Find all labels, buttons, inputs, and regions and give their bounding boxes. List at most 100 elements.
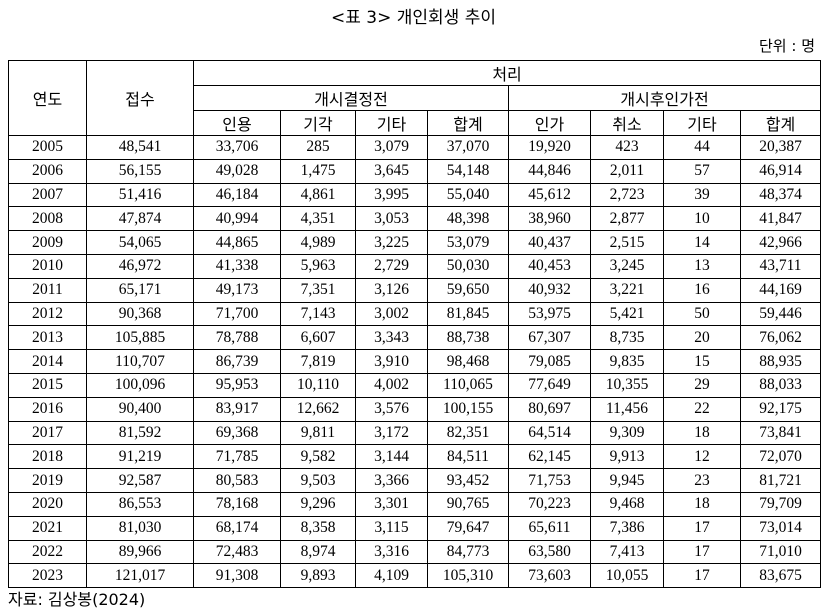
value-cell: 57	[663, 158, 741, 184]
value-cell: 8,735	[590, 325, 664, 351]
value-cell: 1,475	[280, 158, 356, 184]
data-row: 2021 81,030 68,174 8,358 3,115 79,647 65,611 7,…	[8, 515, 822, 541]
value-cell: 76,062	[739, 325, 822, 351]
value-cell: 44	[663, 135, 741, 160]
value-cell: 72,070	[739, 444, 822, 470]
value-cell: 20	[663, 325, 741, 351]
value-cell: 12,662	[280, 396, 356, 422]
value-cell: 89,966	[86, 539, 194, 565]
value-cell: 18	[663, 420, 741, 446]
value-cell: 65,611	[508, 515, 591, 541]
year-cell: 2012	[8, 301, 87, 327]
value-cell: 3,645	[355, 158, 428, 184]
value-cell: 7,386	[590, 515, 664, 541]
value-cell: 50	[663, 301, 741, 327]
value-cell: 37,070	[427, 135, 509, 160]
data-row: 2013 105,885 78,788 6,607 3,343 88,738 67,307 8…	[8, 325, 822, 351]
data-row: 2016 90,400 83,917 12,662 3,576 100,155 80,697…	[8, 396, 822, 422]
value-cell: 73,014	[739, 515, 822, 541]
value-cell: 17	[663, 563, 741, 589]
header-row: 연도 접수 처리	[8, 60, 822, 136]
data-row: 2019 92,587 80,583 9,503 3,366 93,452 71,753 9,…	[8, 468, 822, 493]
data-row: 2007 51,416 46,184 4,861 3,995 55,040 45,612 2,…	[8, 182, 822, 208]
value-cell: 46,184	[193, 182, 281, 208]
value-cell: 8,974	[280, 539, 356, 565]
value-cell: 40,453	[508, 253, 591, 279]
value-cell: 83,675	[739, 563, 822, 589]
header-cell: 기각	[280, 110, 356, 136]
value-cell: 2,515	[590, 230, 664, 255]
year-cell: 2008	[8, 206, 87, 232]
value-cell: 79,085	[508, 349, 591, 374]
value-cell: 59,446	[739, 301, 822, 327]
value-cell: 100,155	[427, 396, 509, 422]
value-cell: 3,221	[590, 277, 664, 303]
value-cell: 3,576	[355, 396, 428, 422]
value-cell: 10	[663, 206, 741, 232]
value-cell: 41,338	[193, 253, 281, 279]
value-cell: 3,995	[355, 182, 428, 208]
header-cell: 처리	[192, 60, 822, 86]
value-cell: 90,400	[86, 396, 194, 422]
value-cell: 16	[663, 277, 741, 303]
value-cell: 423	[590, 135, 664, 160]
value-cell: 53,975	[508, 301, 591, 327]
header-cell: 취소	[590, 110, 664, 136]
value-cell: 3,115	[355, 515, 428, 541]
value-cell: 82,351	[427, 420, 509, 446]
header-cell: 합계	[739, 110, 822, 136]
value-cell: 46,972	[86, 253, 194, 279]
value-cell: 10,055	[590, 563, 664, 589]
value-cell: 44,865	[193, 230, 281, 255]
value-cell: 70,223	[508, 491, 591, 517]
value-cell: 3,002	[355, 301, 428, 327]
table-body: 2005 48,541 33,706 285 3,079 37,070 19,920 423 4…	[8, 135, 822, 589]
year-cell: 2011	[8, 277, 87, 303]
value-cell: 13	[663, 253, 741, 279]
value-cell: 17	[663, 515, 741, 541]
data-row: 2012 90,368 71,700 7,143 3,002 81,845 53,975 5,…	[8, 301, 822, 327]
value-cell: 71,785	[193, 444, 281, 470]
value-cell: 10,110	[280, 372, 356, 398]
value-cell: 3,225	[355, 230, 428, 255]
value-cell: 49,028	[193, 158, 281, 184]
value-cell: 48,398	[427, 206, 509, 232]
value-cell: 59,650	[427, 277, 509, 303]
value-cell: 86,739	[193, 349, 281, 374]
value-cell: 3,172	[355, 420, 428, 446]
value-cell: 15	[663, 349, 741, 374]
header-cell: 기타	[355, 110, 428, 136]
value-cell: 9,503	[280, 468, 356, 493]
value-cell: 45,612	[508, 182, 591, 208]
year-cell: 2015	[8, 372, 87, 398]
value-cell: 9,811	[280, 420, 356, 446]
value-cell: 121,017	[86, 563, 194, 589]
value-cell: 110,065	[427, 372, 509, 398]
value-cell: 44,169	[739, 277, 822, 303]
value-cell: 9,296	[280, 491, 356, 517]
value-cell: 3,910	[355, 349, 428, 374]
year-cell: 2022	[8, 539, 87, 565]
value-cell: 84,511	[427, 444, 509, 470]
data-row: 2015 100,096 95,953 10,110 4,002 110,065 77,64…	[8, 372, 822, 398]
value-cell: 4,989	[280, 230, 356, 255]
year-cell: 2016	[8, 396, 87, 422]
value-cell: 48,374	[739, 182, 822, 208]
year-cell: 2005	[8, 135, 87, 160]
value-cell: 81,845	[427, 301, 509, 327]
header-cell: 개시결정전	[193, 85, 509, 111]
value-cell: 79,709	[739, 491, 822, 517]
value-cell: 9,913	[590, 444, 664, 470]
value-cell: 83,917	[193, 396, 281, 422]
value-cell: 285	[280, 135, 356, 160]
year-cell: 2009	[8, 230, 87, 255]
value-cell: 72,483	[193, 539, 281, 565]
value-cell: 9,582	[280, 444, 356, 470]
value-cell: 41,847	[739, 206, 822, 232]
value-cell: 42,966	[739, 230, 822, 255]
value-cell: 46,914	[739, 158, 822, 184]
data-row: 2006 56,155 49,028 1,475 3,645 54,148 44,846 2,…	[8, 158, 822, 184]
value-cell: 40,437	[508, 230, 591, 255]
value-cell: 2,011	[590, 158, 664, 184]
value-cell: 40,994	[193, 206, 281, 232]
